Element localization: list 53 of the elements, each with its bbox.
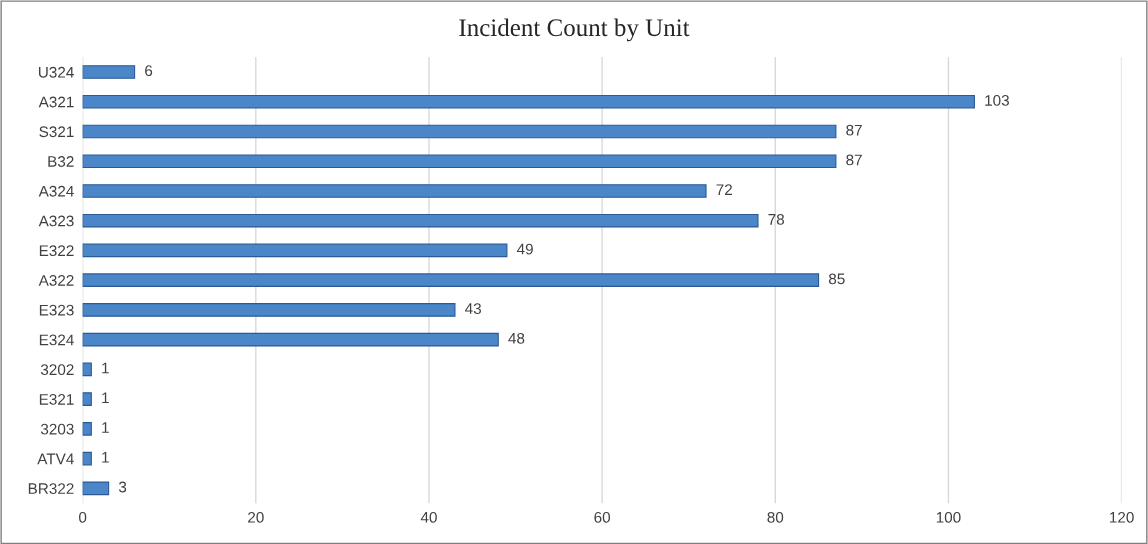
x-tick-label: 120 xyxy=(1110,511,1134,523)
bar xyxy=(82,94,975,109)
bar xyxy=(82,481,110,496)
bar xyxy=(82,451,92,466)
bar xyxy=(82,184,707,198)
bar xyxy=(82,362,92,377)
y-tick-label: B32 xyxy=(48,156,74,167)
data-label: 43 xyxy=(465,303,481,314)
y-tick-label: E324 xyxy=(39,334,74,346)
bar xyxy=(82,303,456,317)
y-tick-label: ATV4 xyxy=(37,453,74,465)
x-tick-label: 60 xyxy=(594,511,611,523)
data-label: 87 xyxy=(846,154,862,166)
y-tick-label: E321 xyxy=(39,393,74,405)
y-tick-label: BR322 xyxy=(28,483,74,495)
x-tick-label: 80 xyxy=(767,511,784,523)
y-tick-label: E323 xyxy=(39,304,74,316)
data-label: 1 xyxy=(102,392,109,404)
y-tick-label: 3202 xyxy=(40,364,74,376)
bar xyxy=(82,213,759,228)
y-tick-label: A322 xyxy=(38,275,74,286)
data-label: 6 xyxy=(145,65,153,77)
data-label: 48 xyxy=(508,332,525,344)
bar xyxy=(82,154,837,169)
y-tick-label: A323 xyxy=(38,215,74,227)
y-tick-label: A324 xyxy=(38,185,74,197)
bar xyxy=(82,273,820,287)
y-tick-label: S321 xyxy=(39,126,74,138)
bar xyxy=(82,124,837,139)
x-tick-label: 40 xyxy=(420,511,437,523)
y-tick-label: 3203 xyxy=(40,423,74,435)
data-label: 103 xyxy=(985,95,1009,106)
y-tick-label: U324 xyxy=(38,66,74,78)
y-tick-label: E322 xyxy=(39,245,74,257)
data-label: 49 xyxy=(516,243,533,255)
bar xyxy=(82,422,92,436)
bar xyxy=(82,243,508,258)
data-label: 1 xyxy=(102,452,109,463)
data-label: 85 xyxy=(828,273,845,285)
x-tick-label: 100 xyxy=(936,511,961,523)
data-label: 78 xyxy=(768,213,785,225)
x-tick-label: 0 xyxy=(79,511,87,523)
chart-title: Incident Count by Unit xyxy=(459,18,690,42)
data-label: 87 xyxy=(846,124,862,136)
data-label: 1 xyxy=(102,362,109,374)
bar xyxy=(82,392,92,406)
x-tick-label: 20 xyxy=(248,511,264,523)
data-label: 3 xyxy=(118,481,127,493)
bar xyxy=(82,332,499,347)
y-tick-label: A321 xyxy=(38,96,74,108)
bar xyxy=(82,65,136,79)
data-label: 1 xyxy=(102,422,109,433)
data-label: 72 xyxy=(716,184,732,195)
